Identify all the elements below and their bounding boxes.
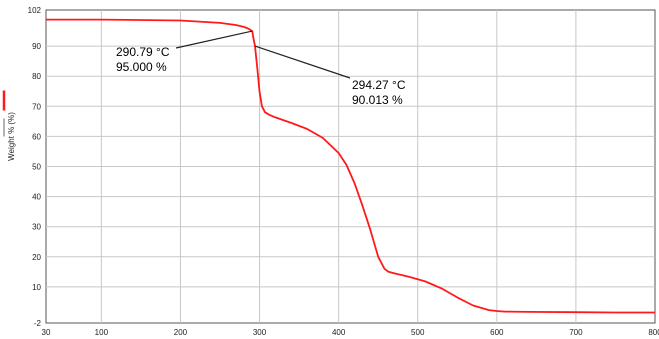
- y-tick-label: 70: [32, 102, 41, 111]
- x-tick-label: 700: [569, 328, 583, 337]
- annotation-294-temp: 294.27 °C: [352, 78, 406, 92]
- y-tick-label: 60: [32, 132, 41, 141]
- series-layer: [46, 18, 655, 314]
- y-tick-label: 90: [32, 42, 41, 51]
- series-line-weight: [46, 18, 655, 314]
- y-tick-label: 20: [32, 253, 41, 262]
- annotation-290-weight: 95.000 %: [116, 60, 167, 74]
- y-tick-label: 30: [32, 223, 41, 232]
- annotation-290-temp: 290.79 °C: [116, 45, 170, 59]
- annotation-leader-294: [254, 45, 351, 79]
- x-tick-label: 300: [253, 328, 267, 337]
- annotation-294-weight: 90.013 %: [352, 93, 403, 107]
- y-tick-label: 10: [32, 283, 41, 292]
- annotation-leader-290: [175, 30, 253, 49]
- x-tick-label: 800: [648, 328, 659, 337]
- y-tick-label: 50: [32, 163, 41, 172]
- annotation-layer: 290.79 °C95.000 % 294.27 °C90.013 %: [116, 30, 406, 107]
- grid-layer: [45, 9, 656, 324]
- y-tick-label: -2: [34, 319, 42, 328]
- x-tick-label: 100: [95, 328, 109, 337]
- x-tick-label: 400: [332, 328, 346, 337]
- y-axis-label: Weight % (%): [7, 112, 16, 161]
- x-tick-label: 200: [174, 328, 188, 337]
- x-tick-label: 500: [411, 328, 425, 337]
- y-tick-label: 102: [28, 6, 42, 15]
- y-tick-label: 80: [32, 72, 41, 81]
- x-tick-label: 600: [490, 328, 504, 337]
- axis-layer: 30 100 200 300 400 500 600 700 800 -2 10 20 30 40 50 60…: [7, 6, 659, 337]
- y-tick-label: 40: [32, 193, 41, 202]
- x-tick-label: 30: [42, 328, 51, 337]
